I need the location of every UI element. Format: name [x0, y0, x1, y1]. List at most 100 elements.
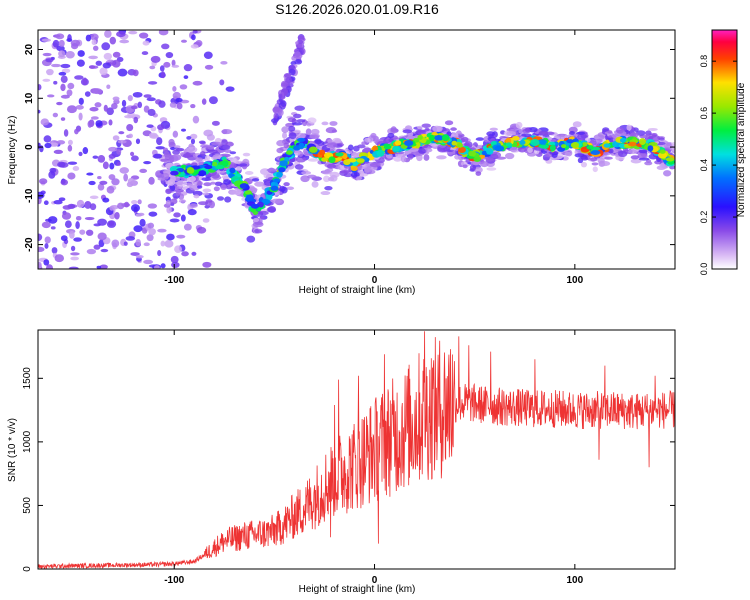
noise-blob: [131, 199, 138, 205]
noise-blob: [106, 186, 115, 194]
noise-blob: [156, 137, 163, 146]
noise-blob: [190, 44, 199, 49]
noise-blob: [46, 94, 55, 98]
halo-blob: [626, 124, 632, 131]
noise-blob: [78, 112, 83, 121]
halo-blob: [518, 128, 524, 134]
ridge-blob: [648, 141, 658, 147]
halo-blob: [469, 164, 477, 171]
halo-blob: [205, 199, 213, 203]
halo-blob: [607, 130, 613, 134]
ridge-blob: [298, 142, 305, 150]
halo-blob: [219, 153, 231, 158]
noise-blob: [103, 104, 108, 112]
noise-blob: [101, 42, 111, 51]
halo-blob: [325, 127, 337, 134]
ridge-blob: [586, 145, 594, 150]
halo-blob: [173, 145, 181, 149]
halo-blob: [515, 121, 523, 129]
halo-blob: [295, 156, 307, 163]
halo-blob: [527, 147, 533, 153]
noise-blob: [132, 91, 143, 98]
halo-blob: [436, 155, 447, 160]
noise-blob: [106, 84, 111, 90]
noise-blob: [99, 180, 108, 185]
noise-blob: [109, 205, 115, 211]
noise-blob: [111, 239, 120, 248]
ridge-blob: [441, 134, 450, 142]
x-tick-label: 0: [372, 275, 378, 286]
noise-blob: [58, 197, 66, 202]
noise-blob: [203, 51, 213, 60]
noise-blob: [157, 249, 162, 257]
noise-blob: [76, 59, 85, 67]
noise-blob: [171, 59, 176, 67]
colorbar-label: Normalized spectral amplitude: [736, 82, 747, 217]
halo-blob: [630, 158, 642, 164]
ridge-blob: [530, 139, 540, 146]
noise-blob: [190, 138, 196, 145]
noise-blob: [92, 155, 99, 159]
halo-blob: [569, 131, 575, 135]
halo-blob: [593, 134, 605, 141]
ridge-blob: [638, 138, 646, 146]
halo-blob: [326, 163, 337, 169]
halo-blob: [266, 168, 278, 172]
noise-blob: [40, 118, 50, 126]
noise-blob: [119, 39, 130, 44]
noise-blob: [127, 94, 133, 102]
noise-blob: [97, 175, 102, 180]
snr-frame: [37, 329, 676, 570]
noise-blob: [103, 52, 113, 60]
halo-blob: [305, 128, 312, 136]
streak-blob: [297, 42, 303, 48]
noise-blob: [70, 245, 76, 252]
noise-blob: [99, 264, 108, 269]
noise-blob: [66, 38, 73, 42]
halo-blob: [282, 132, 288, 139]
halo-blob: [296, 119, 306, 123]
snr-x-label: Height of straight line (km): [299, 584, 416, 595]
halo-blob: [162, 147, 169, 153]
y-tick-label: 500: [22, 497, 33, 514]
noise-blob: [130, 252, 140, 257]
noise-blob: [214, 181, 223, 186]
halo-blob: [162, 172, 170, 180]
halo-blob: [407, 153, 414, 160]
ridge-blob: [394, 140, 402, 146]
noise-blob: [53, 80, 58, 85]
noise-blob: [79, 229, 86, 235]
ridge-blob: [539, 144, 549, 149]
noise-blob: [44, 243, 49, 249]
halo-blob: [228, 157, 237, 162]
halo-blob: [198, 201, 209, 206]
ridge-blob: [561, 144, 567, 149]
halo-blob: [324, 185, 333, 191]
noise-blob: [126, 123, 134, 132]
halo-blob: [506, 131, 516, 137]
halo-blob: [370, 132, 377, 139]
noise-blob: [153, 265, 160, 269]
halo-blob: [637, 153, 648, 159]
halo-blob: [254, 229, 260, 234]
y-tick-label: 10: [24, 92, 35, 104]
halo-blob: [279, 185, 286, 192]
halo-blob: [292, 113, 302, 119]
halo-blob: [490, 151, 502, 159]
noise-blob: [89, 203, 97, 211]
halo-blob: [402, 129, 413, 134]
halo-blob: [189, 184, 200, 191]
noise-blob: [72, 165, 80, 172]
halo-blob: [475, 171, 482, 176]
halo-blob: [485, 157, 495, 162]
noise-blob: [137, 199, 142, 205]
noise-blob: [147, 222, 155, 229]
ridge-blob: [221, 160, 229, 166]
halo-blob: [224, 196, 232, 203]
noise-blob: [60, 63, 71, 69]
noise-blob: [78, 151, 83, 157]
halo-blob: [407, 147, 419, 152]
noise-blob: [157, 228, 167, 233]
halo-blob: [480, 161, 489, 168]
noise-blob: [104, 30, 112, 38]
